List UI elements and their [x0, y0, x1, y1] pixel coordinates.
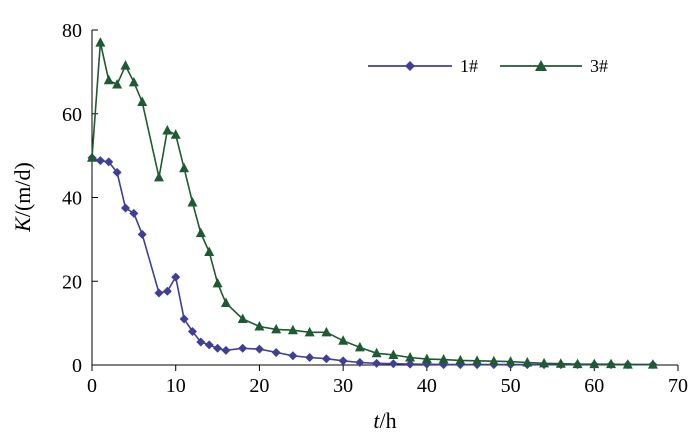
series-1-point-16 — [238, 343, 248, 353]
series-1-point-2 — [104, 157, 114, 167]
series-1-point-6 — [137, 229, 147, 239]
plot-frame — [91, 30, 678, 366]
series-2-point-4 — [120, 60, 131, 70]
y-ticks: 0 20 40 60 80 — [62, 20, 98, 377]
series-2-point-16 — [237, 313, 248, 323]
series-2-point-1 — [95, 37, 106, 47]
series-1-point-23 — [355, 357, 365, 367]
series-1-point-4 — [120, 203, 130, 213]
legend-item-1: 1# — [368, 56, 478, 76]
x-tick-label-4: 40 — [417, 375, 437, 397]
legend-marker-1 — [405, 61, 415, 71]
series-2-point-15 — [220, 297, 231, 308]
y-axis-title: K/(m/d) — [10, 162, 35, 233]
series-1-point-13 — [204, 340, 214, 350]
series-2-point-18 — [271, 323, 282, 334]
legend-item-2: 3# — [500, 56, 608, 76]
series-2-point-3 — [112, 78, 123, 89]
series-1 — [87, 153, 658, 370]
y-tick-label-2: 40 — [62, 188, 82, 210]
series-1-point-19 — [288, 351, 298, 361]
series-2-point-35 — [555, 358, 566, 368]
series-1-point-10 — [179, 314, 189, 324]
series-1-point-24 — [372, 358, 382, 368]
series-2-point-21 — [321, 326, 332, 337]
series-1-point-14 — [213, 343, 223, 353]
series-1-point-11 — [187, 327, 197, 336]
series-1-point-15 — [221, 345, 231, 355]
series-2-point-39 — [622, 359, 633, 369]
y-tick-label-4: 80 — [62, 20, 82, 42]
series-2-point-23 — [354, 341, 365, 352]
series-2-point-11 — [187, 197, 198, 207]
series-1-point-26 — [405, 359, 415, 369]
series-2-point-22 — [338, 335, 349, 345]
x-ticks: 0 10 20 30 40 50 60 70 — [87, 365, 688, 397]
series-2-point-25 — [388, 349, 399, 359]
x-tick-label-7: 70 — [668, 375, 688, 397]
series-line-1 — [91, 156, 653, 366]
legend-label-1: 1# — [460, 56, 478, 76]
series-2-point-9 — [170, 129, 181, 139]
series-1-point-18 — [271, 347, 281, 357]
series-2 — [87, 37, 658, 369]
series-2-point-24 — [371, 347, 382, 358]
series-2-point-37 — [589, 358, 600, 369]
series-2-point-0 — [87, 152, 97, 162]
series-2-point-33 — [522, 356, 533, 367]
series-1-point-17 — [254, 344, 264, 354]
series-2-point-28 — [438, 354, 449, 364]
x-tick-label-1: 10 — [166, 375, 186, 397]
series-2-point-2 — [103, 74, 114, 85]
series-1-point-25 — [388, 359, 398, 369]
series-line-2 — [91, 42, 653, 366]
series-2-point-26 — [405, 351, 416, 362]
series-2-point-36 — [572, 358, 583, 369]
series-1-point-3 — [112, 167, 122, 177]
series-2-point-13 — [204, 246, 215, 256]
series-2-point-30 — [472, 355, 483, 365]
series-2-point-10 — [179, 162, 190, 173]
series-2-point-34 — [539, 357, 550, 368]
series-1-point-20 — [305, 352, 315, 362]
series-1-point-1 — [95, 156, 105, 166]
series-2-point-40 — [647, 359, 658, 369]
y-tick-label-1: 20 — [62, 271, 82, 293]
x-tick-label-6: 60 — [584, 375, 604, 397]
x-tick-label-3: 30 — [333, 375, 353, 397]
legend-label-2: 3# — [590, 56, 608, 76]
series-2-point-38 — [606, 358, 617, 369]
series-2-point-27 — [421, 353, 432, 364]
series-1-point-9 — [171, 272, 181, 282]
series-1-point-5 — [129, 208, 139, 218]
series-2-point-32 — [505, 356, 516, 366]
legend: 1# 3# — [368, 56, 608, 76]
series-2-point-6 — [137, 96, 148, 107]
y-tick-label-3: 60 — [62, 104, 82, 126]
series-2-point-7 — [153, 171, 164, 182]
series-2-point-31 — [488, 355, 499, 366]
series-layer — [87, 37, 658, 370]
x-axis-title: t/h — [373, 408, 396, 433]
series-2-point-12 — [195, 227, 206, 238]
x-tick-label-5: 50 — [501, 375, 521, 397]
series-2-point-19 — [287, 324, 298, 335]
series-1-point-21 — [321, 354, 331, 364]
series-2-point-17 — [254, 320, 265, 331]
y-tick-label-0: 0 — [72, 355, 82, 377]
series-1-point-8 — [162, 286, 172, 296]
series-2-point-14 — [212, 277, 223, 288]
series-2-point-5 — [128, 76, 139, 87]
x-tick-label-2: 20 — [249, 375, 269, 397]
series-2-point-20 — [304, 326, 315, 337]
series-2-point-29 — [455, 354, 466, 365]
series-2-point-8 — [162, 125, 173, 135]
series-1-point-7 — [154, 288, 164, 298]
x-tick-label-0: 0 — [87, 375, 97, 397]
series-1-point-12 — [196, 337, 206, 347]
legend-marker-2 — [535, 60, 547, 71]
series-1-point-22 — [338, 356, 348, 366]
